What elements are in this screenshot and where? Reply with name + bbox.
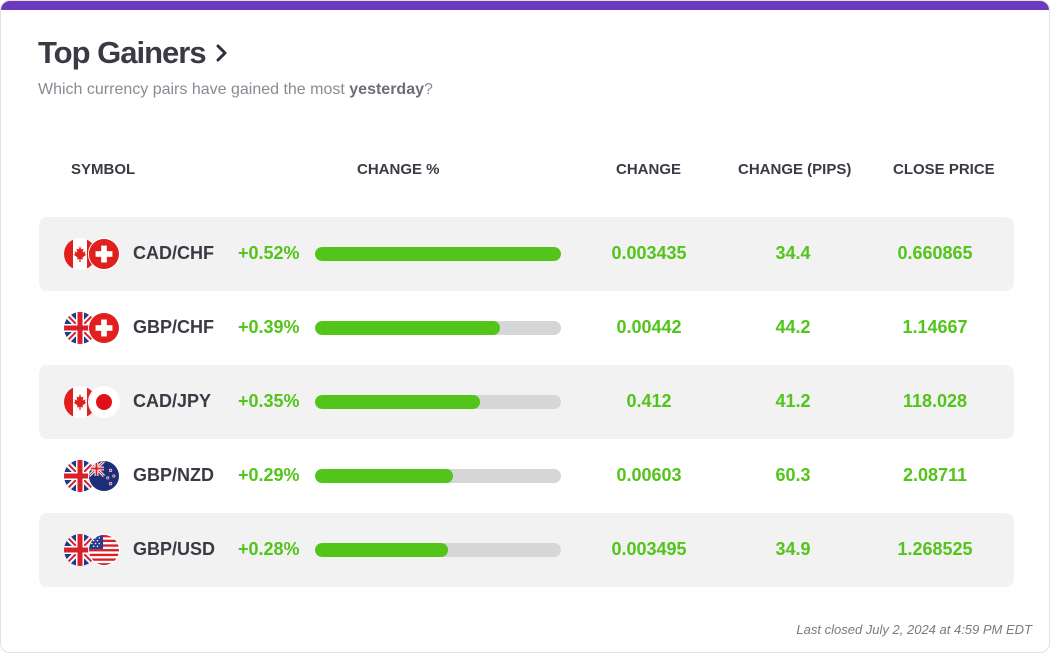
new-zealand-flag-icon (88, 460, 120, 492)
change-pips-value: 60.3 (775, 465, 811, 485)
change-value: 0.00442 (616, 317, 682, 337)
change-pct-bar-fill (315, 321, 500, 335)
gainers-table: CAD/CHF +0.52% 0.003435 34.4 0.660865 GB… (39, 217, 1014, 587)
close-price-value: 118.028 (902, 391, 968, 411)
pair-flags (64, 460, 122, 492)
last-closed-timestamp: Last closed July 2, 2024 at 4:59 PM EDT (796, 622, 1032, 637)
title-link[interactable]: Top Gainers (38, 35, 228, 71)
pair-symbol[interactable]: GBP/CHF (133, 317, 214, 337)
change-pct-value: +0.39% (238, 317, 300, 337)
header-symbol: SYMBOL (71, 161, 136, 178)
table-row[interactable]: GBP/CHF +0.39% 0.00442 44.2 1.14667 (39, 291, 1014, 365)
japan-flag-icon (88, 386, 120, 418)
header-change-pips: CHANGE (PIPS) (738, 161, 852, 178)
subtitle: Which currency pairs have gained the mos… (38, 81, 433, 99)
change-pct-bar (315, 321, 561, 335)
pair-symbol[interactable]: GBP/USD (133, 539, 216, 559)
change-value: 0.00603 (616, 465, 682, 485)
pair-flags (64, 238, 122, 270)
change-pct-value: +0.52% (238, 243, 300, 263)
table-row[interactable]: CAD/CHF +0.52% 0.003435 34.4 0.660865 (39, 217, 1014, 291)
accent-stripe (1, 1, 1049, 10)
change-pct-bar (315, 469, 561, 483)
subtitle-emphasis: yesterday (349, 81, 424, 98)
chevron-right-icon (216, 44, 228, 67)
close-price-value: 1.14667 (902, 317, 968, 337)
table-row[interactable]: CAD/JPY +0.35% 0.412 41.2 118.028 (39, 365, 1014, 439)
close-price-value: 0.660865 (897, 243, 973, 263)
pair-symbol[interactable]: CAD/JPY (133, 391, 212, 411)
subtitle-suffix: ? (423, 81, 433, 98)
change-pct-bar (315, 247, 561, 261)
table-row[interactable]: GBP/NZD +0.29% 0.00603 60.3 2.08711 (39, 439, 1014, 513)
usa-flag-icon (88, 534, 120, 566)
pair-flags (64, 534, 122, 566)
subtitle-prefix: Which currency pairs have gained the mos… (38, 81, 350, 98)
change-pct-bar-fill (315, 395, 480, 409)
page-title: Top Gainers (38, 35, 207, 70)
pair-flags (64, 312, 122, 344)
pair-symbol[interactable]: GBP/NZD (133, 465, 214, 485)
change-value: 0.003435 (611, 243, 687, 263)
switzerland-flag-icon (88, 312, 120, 344)
change-pips-value: 44.2 (775, 317, 811, 337)
table-header: SYMBOL CHANGE % CHANGE CHANGE (PIPS) CLO… (1, 161, 1049, 181)
pair-flags (64, 386, 122, 418)
change-pct-value: +0.29% (238, 465, 300, 485)
header-change: CHANGE (616, 161, 682, 178)
change-pips-value: 34.4 (775, 243, 811, 263)
change-pct-bar-fill (315, 543, 448, 557)
change-pips-value: 41.2 (775, 391, 811, 411)
change-pct-bar (315, 395, 561, 409)
change-value: 0.412 (626, 391, 672, 411)
change-pct-bar-fill (315, 247, 561, 261)
change-pips-value: 34.9 (775, 539, 811, 559)
pair-symbol[interactable]: CAD/CHF (133, 243, 214, 263)
change-pct-bar (315, 543, 561, 557)
change-pct-value: +0.35% (238, 391, 300, 411)
switzerland-flag-icon (88, 238, 120, 270)
change-pct-bar-fill (315, 469, 453, 483)
change-value: 0.003495 (611, 539, 687, 559)
header-change-pct: CHANGE % (357, 161, 440, 178)
header-close-price: CLOSE PRICE (893, 161, 995, 178)
table-row[interactable]: GBP/USD +0.28% 0.003495 34.9 1.268525 (39, 513, 1014, 587)
change-pct-value: +0.28% (238, 539, 300, 559)
close-price-value: 2.08711 (902, 465, 968, 485)
close-price-value: 1.268525 (897, 539, 973, 559)
